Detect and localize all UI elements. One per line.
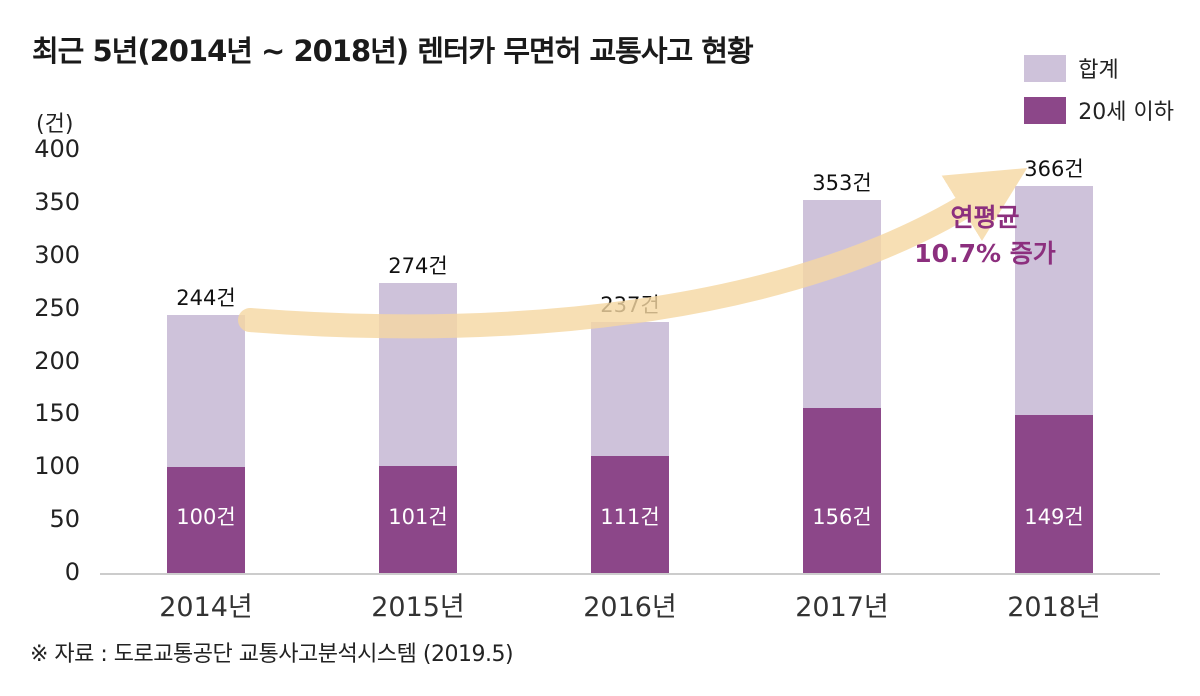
chart-title: 최근 5년(2014년 ~ 2018년) 렌터카 무면허 교통사고 현황 <box>32 34 754 68</box>
legend: 합계 20세 이하 <box>1024 52 1174 126</box>
y-tick-label: 350 <box>34 187 80 216</box>
bar-group: 244건 100건 2014년 <box>100 150 312 623</box>
legend-swatch-total <box>1024 54 1067 82</box>
bar-group: 366건 149건 2018년 <box>948 150 1160 623</box>
under20-bar <box>167 467 245 573</box>
x-axis-label: 2015년 <box>371 592 465 623</box>
x-axis-label: 2017년 <box>795 592 889 623</box>
total-value-label: 366건 <box>1024 156 1084 181</box>
trend-annotation-line2: 10.7% 증가 <box>914 239 1056 269</box>
y-tick-label: 300 <box>34 240 80 269</box>
y-tick-label: 400 <box>34 135 80 163</box>
y-axis-unit-label: (건) <box>36 112 74 137</box>
total-bar: 366건 149건 <box>1015 157 1093 573</box>
bar-group: 237건 111건 2016년 <box>524 150 736 623</box>
under20-bar <box>803 408 881 573</box>
trend-annotation: 연평균 10.7% 증가 <box>880 200 1090 273</box>
x-axis-label: 2018년 <box>1007 592 1101 623</box>
under20-value-label: 100건 <box>176 505 236 529</box>
under20-value-label: 101건 <box>388 505 448 529</box>
legend-label-under20: 20세 이하 <box>1078 100 1174 125</box>
total-bar: 244건 100건 <box>167 286 245 573</box>
source-note: ※ 자료 : 도로교통공단 교통사고분석시스템 (2019.5) <box>30 642 514 667</box>
y-tick-label: 200 <box>34 346 80 375</box>
bar-group: 274건 101건 2015년 <box>312 150 524 623</box>
total-value-label: 353건 <box>812 170 872 195</box>
under20-bar <box>379 466 457 573</box>
total-value-label: 274건 <box>388 254 448 279</box>
legend-label-total: 합계 <box>1078 58 1119 83</box>
total-value-label: 244건 <box>176 285 236 310</box>
y-tick-label: 100 <box>34 452 80 481</box>
under20-bar <box>1015 415 1093 573</box>
y-tick-label: 150 <box>34 399 80 428</box>
under20-value-label: 156건 <box>812 505 872 529</box>
total-value-label: 237건 <box>600 293 660 318</box>
legend-item-under20: 20세 이하 <box>1024 94 1174 126</box>
y-tick-label: 250 <box>34 293 80 322</box>
under20-value-label: 149건 <box>1024 505 1084 529</box>
legend-swatch-under20 <box>1024 96 1067 124</box>
bars-container: 244건 100건 2014년 274건 101건 2015년 237건 111건 2016년 3… <box>100 150 1160 623</box>
y-tick-label: 50 <box>49 505 80 534</box>
total-bar: 274건 101건 <box>379 254 457 573</box>
legend-item-total: 합계 <box>1024 52 1174 84</box>
x-axis-label: 2016년 <box>583 592 677 623</box>
y-tick-label: 0 <box>64 558 80 586</box>
under20-value-label: 111건 <box>600 505 660 529</box>
x-axis-label: 2014년 <box>159 592 253 623</box>
trend-annotation-line1: 연평균 <box>950 203 1020 232</box>
plot-area: 244건 100건 2014년 274건 101건 2015년 237건 111건 2016년 3… <box>100 150 1160 623</box>
total-bar: 237건 111건 <box>591 293 669 573</box>
total-bar: 353건 156건 <box>803 171 881 573</box>
under20-bar <box>591 455 669 573</box>
